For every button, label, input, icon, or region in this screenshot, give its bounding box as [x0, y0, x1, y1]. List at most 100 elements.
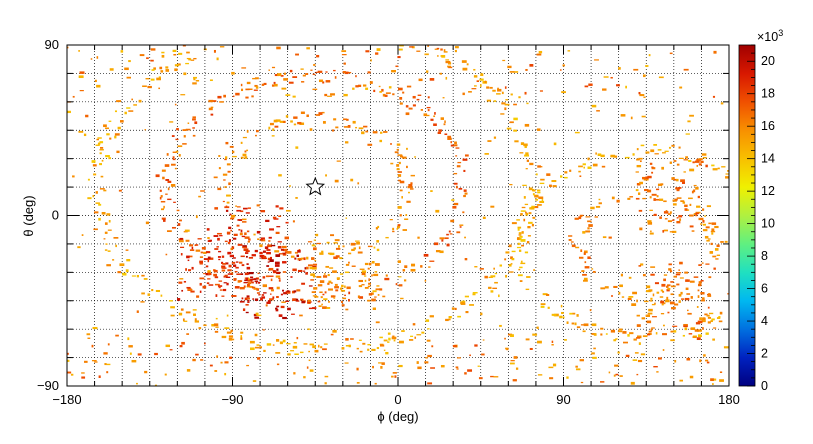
- heatmap-cell: [355, 240, 360, 242]
- heatmap-cell: [526, 159, 530, 162]
- heatmap-cell: [275, 254, 281, 257]
- heatmap-cell: [711, 232, 714, 235]
- heatmap-cell: [678, 215, 683, 218]
- heatmap-cell: [186, 369, 191, 372]
- heatmap-cell: [170, 314, 175, 317]
- heatmap-cell: [343, 126, 349, 128]
- heatmap-cell: [222, 263, 227, 265]
- heatmap-cell: [227, 269, 232, 272]
- heatmap-cell: [662, 230, 665, 233]
- heatmap-cell: [103, 124, 107, 128]
- heatmap-cell: [206, 228, 210, 231]
- heatmap-cell: [667, 220, 673, 223]
- heatmap-cell: [562, 64, 565, 67]
- heatmap-cell: [231, 71, 235, 75]
- heatmap-cell: [501, 91, 504, 95]
- heatmap-cell: [407, 185, 413, 189]
- heatmap-cell: [216, 355, 219, 358]
- heatmap-cell: [376, 48, 381, 51]
- heatmap-cell: [357, 251, 363, 254]
- heatmap-cell: [383, 131, 388, 133]
- heatmap-cell: [357, 295, 360, 299]
- heatmap-cell: [518, 268, 521, 271]
- heatmap-cell: [240, 229, 243, 233]
- heatmap-cell: [444, 133, 448, 136]
- heatmap-cell: [219, 46, 225, 48]
- heatmap-cell: [525, 168, 528, 170]
- heatmap-cell: [568, 235, 573, 237]
- heatmap-cell: [160, 294, 163, 297]
- heatmap-cell: [513, 71, 519, 73]
- heatmap-cell: [271, 244, 276, 247]
- heatmap-cell: [351, 265, 356, 267]
- heatmap-cell: [591, 352, 595, 355]
- heatmap-cell: [177, 298, 181, 301]
- heatmap-cell: [192, 82, 197, 85]
- heatmap-cell: [713, 327, 717, 329]
- heatmap-cell: [484, 80, 487, 84]
- heatmap-cell: [158, 87, 161, 90]
- heatmap-cell: [104, 363, 107, 366]
- heatmap-cell: [138, 99, 142, 103]
- heatmap-cell: [447, 137, 452, 140]
- heatmap-cell: [352, 87, 355, 90]
- heatmap-cell: [235, 266, 239, 269]
- heatmap-cell: [535, 173, 538, 176]
- heatmap-cell: [674, 303, 679, 306]
- heatmap-cell: [663, 278, 667, 282]
- heatmap-cell: [704, 313, 708, 316]
- heatmap-cell: [663, 302, 666, 305]
- heatmap-cell: [452, 344, 458, 348]
- heatmap-cell: [525, 68, 528, 71]
- heatmap-cell: [324, 382, 327, 385]
- heatmap-cell: [540, 305, 545, 308]
- heatmap-cell: [482, 216, 486, 220]
- heatmap-cell: [247, 207, 251, 209]
- heatmap-cell: [232, 338, 235, 341]
- heatmap-cell: [186, 51, 190, 54]
- heatmap-cell: [325, 265, 330, 268]
- heatmap-cell: [406, 147, 408, 150]
- heatmap-cell: [189, 249, 195, 251]
- heatmap-cell: [443, 51, 448, 53]
- heatmap-cell: [706, 239, 710, 242]
- x-tick-label: −90: [221, 392, 243, 407]
- heatmap-cell: [669, 52, 673, 55]
- heatmap-cell: [561, 91, 566, 94]
- heatmap-cell: [195, 249, 201, 252]
- heatmap-cell: [267, 261, 270, 263]
- heatmap-cell: [232, 237, 237, 240]
- heatmap-cell: [344, 285, 346, 288]
- heatmap-cell: [458, 187, 463, 190]
- heatmap-cell: [230, 217, 235, 220]
- heatmap-cell: [700, 160, 704, 164]
- heatmap-cell: [263, 250, 266, 253]
- heatmap-cell: [474, 344, 478, 347]
- heatmap-cell: [688, 197, 693, 200]
- heatmap-cell: [688, 333, 693, 335]
- heatmap-cell: [255, 346, 260, 349]
- heatmap-cell: [402, 156, 407, 159]
- heatmap-cell: [374, 271, 378, 273]
- heatmap-cell: [126, 76, 132, 79]
- heatmap-cell: [367, 299, 371, 302]
- heatmap-cell: [462, 158, 468, 161]
- heatmap-cell: [312, 73, 316, 76]
- heatmap-cell: [70, 373, 74, 376]
- heatmap-cell: [559, 69, 562, 71]
- heatmap-cell: [180, 94, 186, 96]
- heatmap-cell: [272, 271, 277, 274]
- heatmap-cell: [278, 215, 282, 217]
- heatmap-cell: [444, 120, 446, 124]
- heatmap-cell: [325, 80, 331, 83]
- heatmap-cell: [342, 71, 346, 74]
- heatmap-cell: [423, 113, 428, 117]
- heatmap-cell: [408, 191, 410, 194]
- heatmap-cell: [345, 338, 349, 341]
- heatmap-cell: [686, 357, 691, 361]
- grid-lines: [67, 45, 729, 386]
- heatmap-cell: [292, 95, 296, 98]
- heatmap-cell: [611, 295, 613, 297]
- heatmap-cell: [275, 205, 279, 208]
